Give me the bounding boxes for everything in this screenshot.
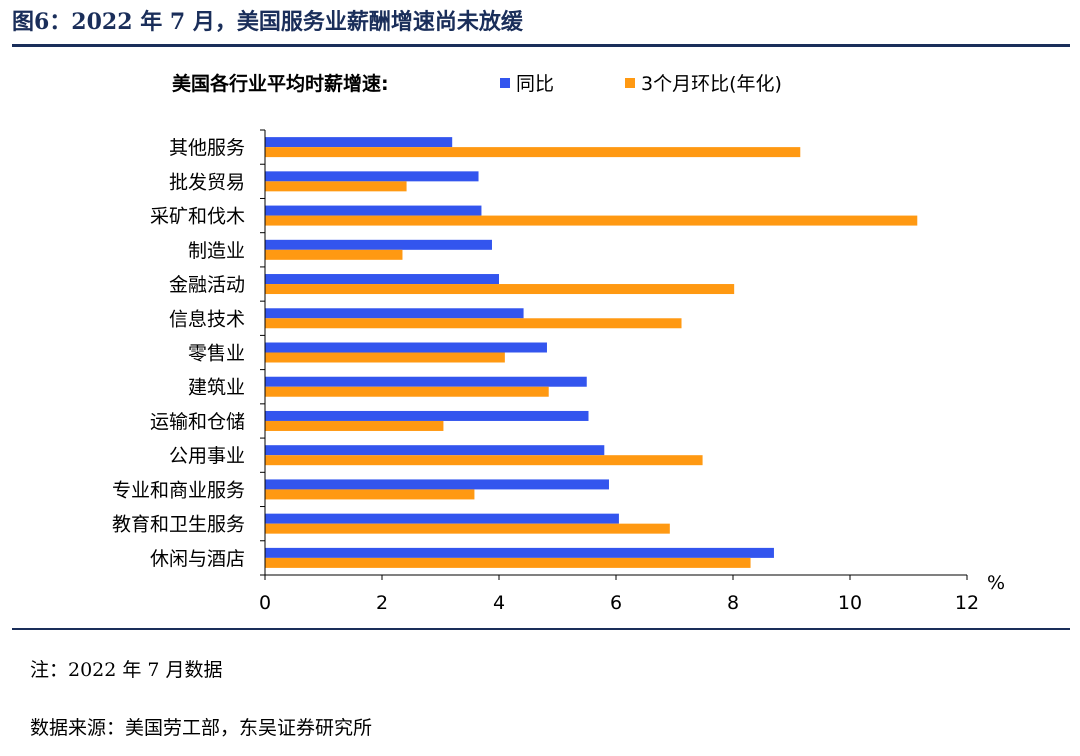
x-tick-label: 8: [727, 592, 739, 614]
bar-3m-annualized-12: [265, 557, 751, 568]
x-tick-label: 0: [259, 592, 271, 614]
legend-label-yoy: 同比: [516, 73, 554, 95]
bar-yoy-6: [265, 342, 547, 353]
category-label: 制造业: [188, 240, 245, 262]
bar-3m-annualized-2: [265, 215, 918, 226]
category-label: 批发贸易: [169, 171, 245, 193]
bar-3m-annualized-1: [265, 181, 407, 192]
bar-3m-annualized-8: [265, 420, 444, 431]
legend-label-3m-annualized: 3个月环比(年化): [641, 73, 782, 95]
category-label: 教育和卫生服务: [112, 514, 245, 536]
bar-yoy-3: [265, 239, 492, 250]
bar-3m-annualized-11: [265, 523, 670, 534]
category-label: 零售业: [188, 343, 245, 365]
bar-yoy-7: [265, 376, 587, 387]
legend-swatch-3m-annualized: [625, 78, 635, 88]
figure-title: 图6：2022 年 7 月，美国服务业薪酬增速尚未放缓: [12, 9, 523, 35]
legend-swatch-yoy: [500, 78, 510, 88]
x-axis-unit-label: %: [987, 572, 1005, 594]
category-label: 运输和仓储: [150, 411, 245, 433]
title-rule: [12, 44, 1070, 47]
plot-area: 其他服务批发贸易采矿和伐木制造业金融活动信息技术零售业建筑业运输和仓储公用事业专…: [112, 129, 979, 614]
category-label: 建筑业: [188, 377, 245, 399]
bar-chart: 美国各行业平均时薪增速: 同比 3个月环比(年化) 其他服务批发贸易采矿和伐木制…: [112, 72, 1005, 614]
figure-source: 数据来源：美国劳工部，东吴证券研究所: [30, 717, 373, 739]
x-tick-label: 6: [610, 592, 622, 614]
x-tick-label: 4: [493, 592, 505, 614]
category-label: 公用事业: [169, 445, 245, 467]
bar-yoy-2: [265, 205, 482, 216]
bar-yoy-10: [265, 479, 609, 490]
bar-3m-annualized-7: [265, 386, 549, 397]
bar-yoy-0: [265, 137, 453, 148]
bar-3m-annualized-3: [265, 249, 403, 260]
bar-yoy-8: [265, 410, 589, 421]
legend-title: 美国各行业平均时薪增速:: [172, 72, 389, 95]
footer-rule: [12, 628, 1070, 630]
category-label: 信息技术: [169, 308, 245, 330]
bar-3m-annualized-0: [265, 147, 801, 158]
bar-yoy-12: [265, 547, 774, 558]
bar-3m-annualized-9: [265, 455, 703, 466]
bar-3m-annualized-6: [265, 352, 505, 363]
category-label: 休闲与酒店: [150, 548, 245, 570]
x-tick-label: 10: [838, 592, 862, 614]
x-tick-label: 12: [955, 592, 979, 614]
x-tick-label: 2: [376, 592, 388, 614]
bar-3m-annualized-10: [265, 489, 475, 500]
bar-yoy-9: [265, 445, 605, 456]
chart-legend: 美国各行业平均时薪增速: 同比 3个月环比(年化): [172, 72, 782, 95]
bar-yoy-1: [265, 171, 479, 182]
category-label: 采矿和伐木: [150, 206, 245, 228]
category-label: 其他服务: [169, 137, 245, 159]
category-label: 专业和商业服务: [112, 479, 245, 501]
bar-yoy-5: [265, 308, 524, 319]
bar-yoy-11: [265, 513, 619, 524]
bar-3m-annualized-5: [265, 318, 682, 329]
category-label: 金融活动: [169, 274, 245, 296]
bar-yoy-4: [265, 274, 499, 285]
bar-3m-annualized-4: [265, 284, 735, 295]
figure-note: 注：2022 年 7 月数据: [30, 659, 223, 681]
